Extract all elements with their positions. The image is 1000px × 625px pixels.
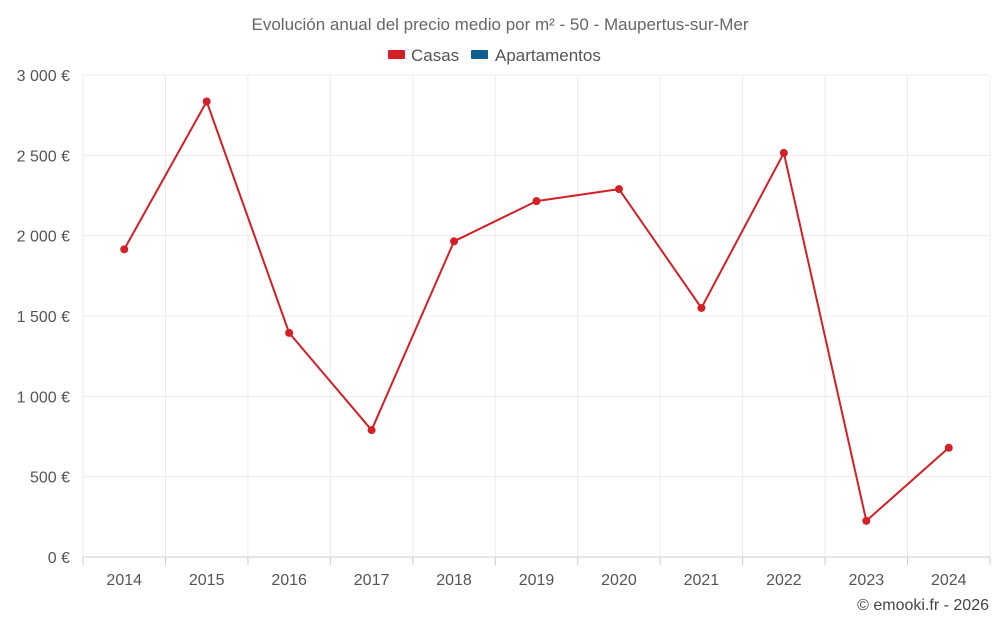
- data-point[interactable]: [202, 97, 211, 106]
- x-tick-label: 2023: [849, 572, 885, 589]
- data-point[interactable]: [285, 328, 294, 337]
- legend-label-apartamentos: Apartamentos: [495, 46, 601, 65]
- data-point[interactable]: [779, 148, 788, 157]
- y-tick-label: 1 500 €: [17, 309, 70, 326]
- x-tick-label: 2015: [189, 572, 225, 589]
- data-point[interactable]: [367, 426, 376, 435]
- data-point[interactable]: [450, 237, 459, 246]
- data-point[interactable]: [532, 197, 541, 206]
- y-tick-label: 0 €: [48, 550, 70, 567]
- x-tick-label: 2022: [766, 572, 802, 589]
- y-tick-label: 2 000 €: [17, 229, 70, 246]
- x-tick-label: 2021: [684, 572, 720, 589]
- y-tick-label: 3 000 €: [17, 68, 70, 85]
- legend: Casas Apartamentos: [388, 46, 601, 65]
- x-tick-label: 2017: [354, 572, 390, 589]
- data-point[interactable]: [697, 303, 706, 312]
- credit: © emooki.fr - 2026: [857, 597, 989, 614]
- legend-label-casas: Casas: [411, 46, 459, 65]
- chart-title: Evolución anual del precio medio por m² …: [252, 15, 749, 34]
- legend-item-apartamentos[interactable]: Apartamentos: [471, 46, 601, 65]
- data-point[interactable]: [614, 185, 623, 194]
- data-point[interactable]: [862, 516, 871, 525]
- legend-swatch-apartamentos: [471, 50, 488, 59]
- x-tick-label: 2014: [106, 572, 142, 589]
- x-axis-ticks: 2014 2015 2016 2017 2018 2019 2020 2021 2022 2023…: [106, 572, 966, 589]
- legend-item-casas[interactable]: Casas: [388, 46, 459, 65]
- x-tick-label: 2024: [931, 572, 967, 589]
- y-tick-label: 2 500 €: [17, 148, 70, 165]
- data-point[interactable]: [120, 245, 129, 254]
- legend-swatch-casas: [388, 50, 405, 59]
- y-tick-label: 1 000 €: [17, 389, 70, 406]
- x-tick-label: 2020: [601, 572, 637, 589]
- x-tick-label: 2019: [519, 572, 555, 589]
- y-tick-label: 500 €: [30, 470, 70, 487]
- series-casas: [120, 97, 953, 525]
- x-tick-label: 2018: [436, 572, 472, 589]
- data-point[interactable]: [944, 443, 953, 452]
- grid: [82, 74, 991, 565]
- y-axis-ticks: 0 € 500 € 1 000 € 1 500 € 2 000 € 2 500 € 3 00…: [17, 68, 70, 567]
- x-tick-label: 2016: [271, 572, 307, 589]
